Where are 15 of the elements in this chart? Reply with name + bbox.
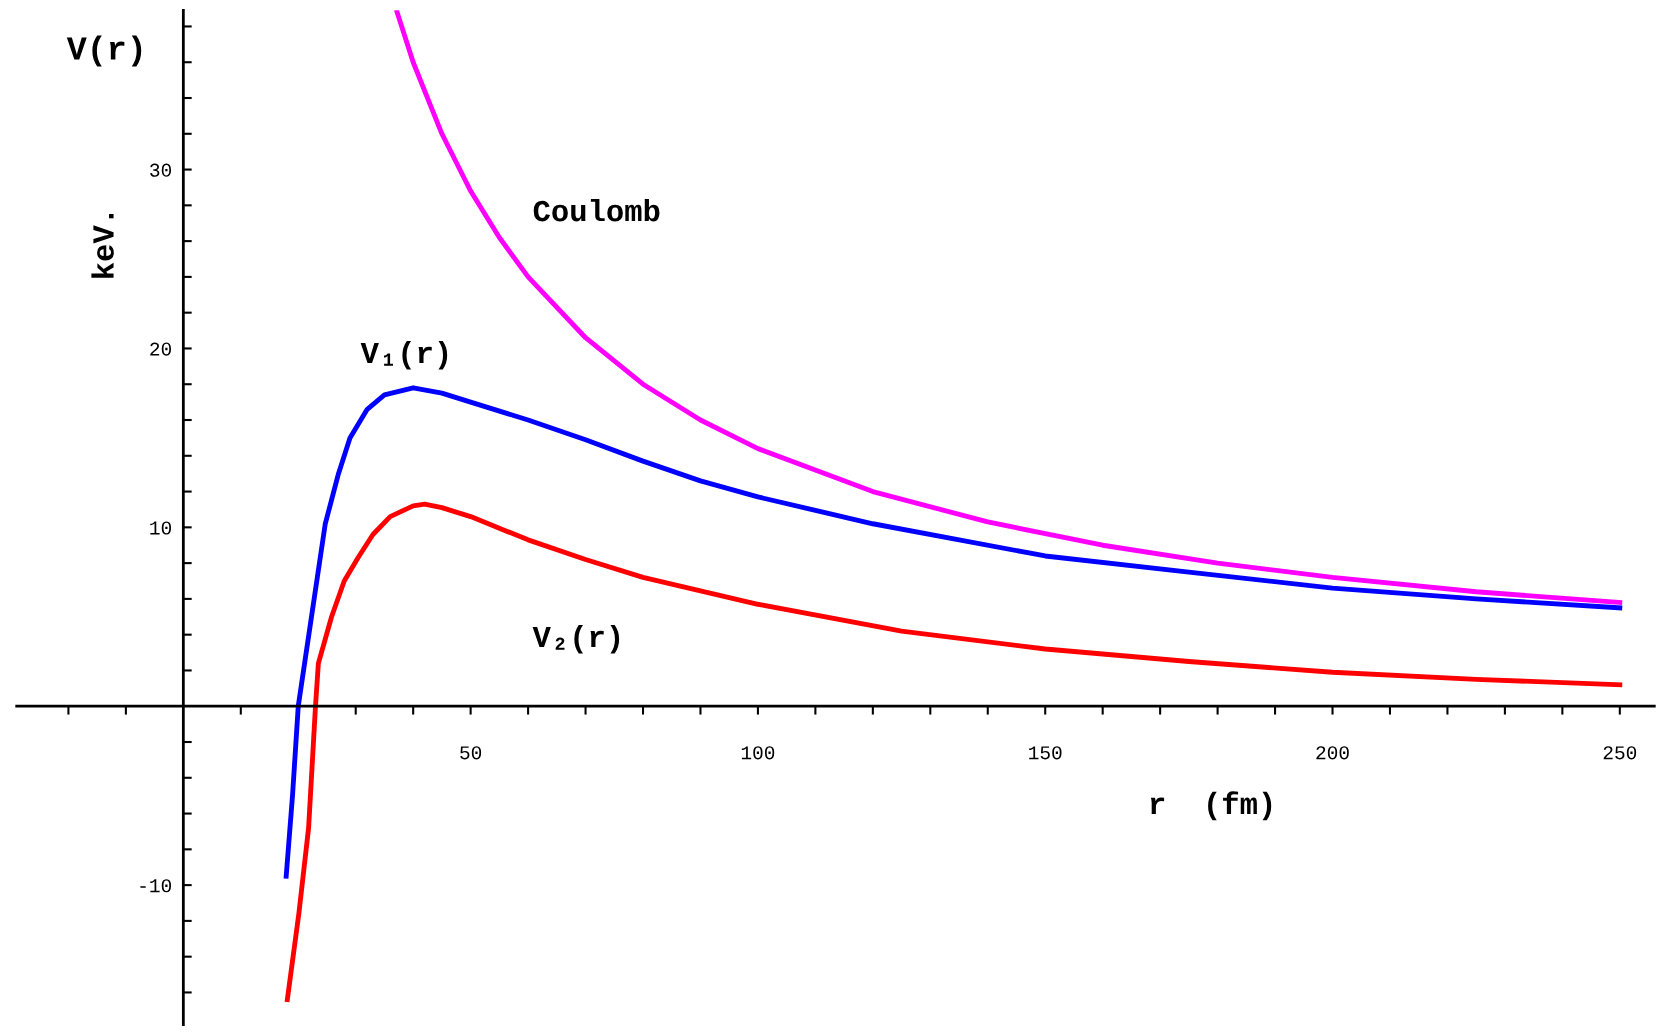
annotation: V(r) [66,35,142,67]
series-label: Coulomb [533,198,660,222]
x-tick-label: 200 [1316,746,1349,760]
x-tick-label: 100 [741,746,775,760]
y-tick-label: 20 [150,342,172,356]
x-axis-title: r (fm) [1150,791,1272,821]
y-tick-label: 10 [150,521,172,535]
x-tick-label: 150 [1029,746,1062,760]
y-axis-title: keV. [91,213,114,278]
series-label: V₁(r) [360,340,448,370]
x-tick-label: 50 [460,746,482,760]
y-tick-label: -10 [140,879,172,893]
series-label: V₂(r) [532,624,620,654]
x-tick-label: 250 [1603,746,1637,760]
y-tick-label: 30 [150,163,172,177]
